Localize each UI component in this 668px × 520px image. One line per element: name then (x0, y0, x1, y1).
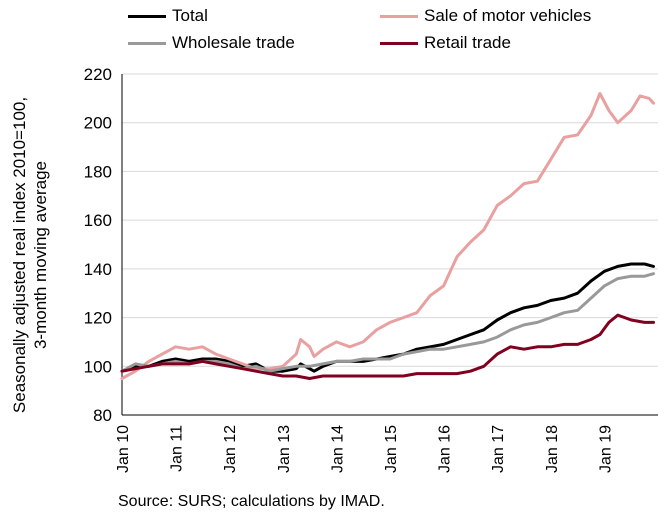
y-tick-label: 140 (84, 260, 112, 279)
y-tick-label: 80 (93, 406, 112, 425)
legend-item-total: Total (128, 6, 208, 26)
x-tick-labels: Jan 10 Jan 11 Jan 12 Jan 13 Jan 14 Jan 15 Jan … (115, 425, 614, 473)
y-tick-label: 180 (84, 162, 112, 181)
series-lines (120, 92, 655, 380)
gridlines (122, 73, 658, 367)
x-tick-label: Jan 17 (490, 425, 507, 473)
y-tick-label: 100 (84, 357, 112, 376)
legend-item-retail: Retail trade (380, 33, 511, 53)
x-tick-label: Jan 12 (222, 425, 239, 473)
x-tick-label: Jan 13 (276, 425, 293, 473)
legend-swatch-motor-vehicles (380, 14, 418, 18)
x-tick-label: Jan 18 (544, 425, 561, 473)
series-line-wholesale-trade (120, 272, 655, 373)
legend-item-motor-vehicles: Sale of motor vehicles (380, 6, 591, 26)
x-tick-label: Jan 15 (383, 425, 400, 473)
series-line-retail-trade (120, 313, 655, 380)
legend-swatch-total (128, 14, 166, 18)
legend-label-retail: Retail trade (424, 33, 511, 52)
x-tick-label: Jan 19 (597, 425, 614, 473)
legend-item-wholesale: Wholesale trade (128, 33, 295, 53)
axes (121, 74, 658, 416)
x-tick-label: Jan 10 (115, 425, 132, 473)
y-tick-label: 120 (84, 309, 112, 328)
y-axis-label: Seasonally adjusted real index 2010=100,… (10, 96, 50, 414)
legend-label-motor-vehicles: Sale of motor vehicles (424, 6, 592, 25)
y-tick-label: 160 (84, 211, 112, 230)
x-tick-label: Jan 11 (169, 425, 186, 472)
source-note: Source: SURS; calculations by IMAD. (118, 493, 385, 510)
x-tick-label: Jan 16 (437, 425, 454, 473)
y-tick-label: 200 (84, 114, 112, 133)
legend-swatch-wholesale (128, 41, 166, 45)
legend-swatch-retail (380, 41, 418, 45)
y-tick-labels: 80 100 120 140 160 180 200 220 (84, 65, 112, 425)
legend-label-wholesale: Wholesale trade (172, 33, 295, 52)
series-line-sale-of-motor-vehicles (120, 92, 655, 380)
x-tick-label: Jan 14 (329, 425, 346, 473)
legend: Total Sale of motor vehicles Wholesale t… (0, 6, 668, 54)
y-axis-label-wrap: Seasonally adjusted real index 2010=100,… (0, 0, 60, 520)
legend-label-total: Total (172, 6, 208, 25)
y-tick-label: 220 (84, 65, 112, 84)
